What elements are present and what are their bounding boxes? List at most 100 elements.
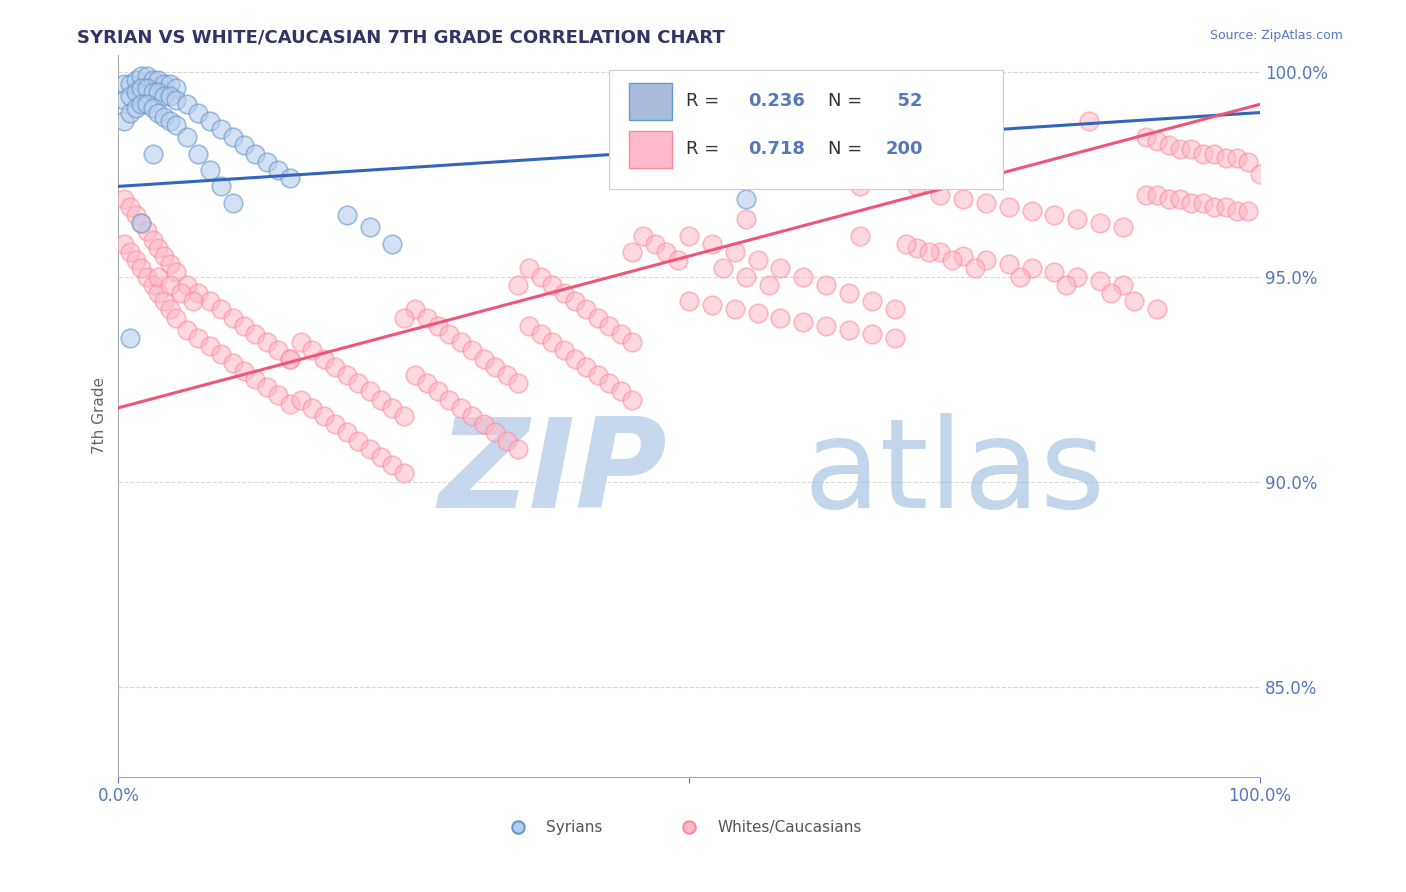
Point [450, 335, 472, 350]
Point [724, 302, 747, 317]
Point [941, 253, 963, 268]
Point [849, 228, 872, 243]
Text: ZIP: ZIP [437, 413, 666, 534]
Point [860, 294, 883, 309]
Point [1226, 203, 1249, 218]
Point [838, 323, 860, 337]
Point [541, 277, 564, 292]
Point [815, 277, 838, 292]
Point [769, 261, 792, 276]
Point [129, 97, 152, 112]
Point [170, 285, 193, 300]
Point [439, 392, 461, 407]
Point [553, 285, 575, 300]
Point [747, 253, 769, 268]
Point [392, 409, 415, 423]
Point [1146, 134, 1168, 148]
Point [621, 244, 644, 259]
Point [907, 179, 929, 194]
Point [1191, 195, 1213, 210]
Point [404, 368, 426, 382]
Point [495, 368, 517, 382]
Point [1077, 113, 1099, 128]
Point [359, 384, 381, 399]
Point [381, 458, 404, 473]
Text: atlas: atlas [803, 413, 1105, 534]
Text: 52: 52 [886, 93, 922, 111]
Point [118, 89, 141, 103]
Point [159, 302, 181, 317]
Point [1215, 200, 1237, 214]
Point [1088, 274, 1111, 288]
Point [142, 277, 165, 292]
Point [187, 105, 209, 120]
Point [735, 192, 758, 206]
Point [221, 130, 243, 145]
Point [1112, 277, 1135, 292]
Point [187, 285, 209, 300]
Point [118, 105, 141, 120]
Point [153, 249, 176, 263]
Point [700, 236, 723, 251]
Point [1180, 195, 1202, 210]
Point [461, 409, 484, 423]
Point [245, 326, 267, 341]
FancyBboxPatch shape [609, 70, 1002, 188]
Point [427, 384, 450, 399]
Point [136, 81, 159, 95]
Point [209, 122, 232, 136]
Point [1135, 187, 1157, 202]
Point [997, 200, 1019, 214]
Point [267, 163, 290, 178]
Point [1249, 167, 1271, 181]
Point [450, 401, 472, 415]
Point [1191, 146, 1213, 161]
Point [621, 392, 644, 407]
Text: 0.718: 0.718 [748, 141, 806, 159]
Point [245, 146, 267, 161]
Point [312, 351, 335, 366]
Point [1043, 265, 1066, 279]
Point [598, 318, 620, 333]
Point [148, 85, 170, 99]
Point [267, 343, 290, 358]
Point [918, 244, 941, 259]
Point [1157, 192, 1180, 206]
Point [359, 220, 381, 235]
Point [129, 81, 152, 95]
Point [381, 401, 404, 415]
Point [153, 294, 176, 309]
Point [724, 244, 747, 259]
Point [153, 110, 176, 124]
Point [233, 138, 256, 153]
Point [392, 310, 415, 325]
Point [655, 244, 678, 259]
Point [952, 249, 974, 263]
Point [678, 294, 700, 309]
Point [278, 351, 301, 366]
Point [1226, 151, 1249, 165]
Point [1215, 151, 1237, 165]
Point [484, 359, 506, 374]
Point [929, 244, 952, 259]
Point [1101, 285, 1123, 300]
Point [176, 323, 198, 337]
Point [347, 434, 370, 448]
Point [153, 77, 176, 91]
Point [678, 228, 700, 243]
Point [907, 241, 929, 255]
Point [112, 77, 135, 91]
Point [1135, 130, 1157, 145]
Point [415, 310, 437, 325]
Point [1168, 143, 1191, 157]
Text: 0.236: 0.236 [748, 93, 806, 111]
Text: R =: R = [686, 141, 724, 159]
Point [1043, 208, 1066, 222]
Point [159, 113, 181, 128]
Point [124, 102, 146, 116]
Point [336, 425, 359, 440]
Point [860, 326, 883, 341]
Point [952, 192, 974, 206]
Point [136, 97, 159, 112]
Y-axis label: 7th Grade: 7th Grade [93, 377, 107, 455]
